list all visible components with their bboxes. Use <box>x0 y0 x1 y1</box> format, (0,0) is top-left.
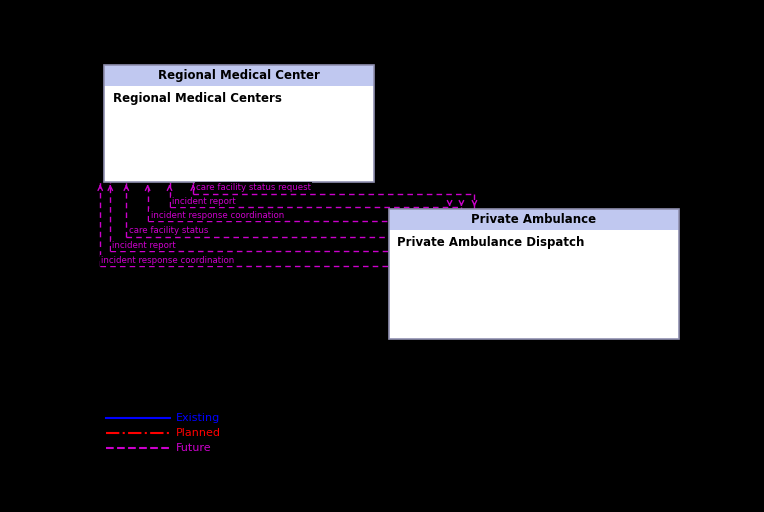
Text: incident response coordination: incident response coordination <box>151 210 283 220</box>
Text: Private Ambulance Dispatch: Private Ambulance Dispatch <box>397 236 585 249</box>
Bar <box>389 230 678 339</box>
Text: Regional Medical Centers: Regional Medical Centers <box>113 92 282 105</box>
Text: incident report: incident report <box>112 241 176 250</box>
Bar <box>389 209 678 339</box>
Text: care facility status: care facility status <box>128 226 208 236</box>
Text: care facility status request: care facility status request <box>196 183 311 192</box>
Text: incident report: incident report <box>173 197 236 206</box>
Text: Private Ambulance: Private Ambulance <box>471 213 596 226</box>
Bar <box>105 66 374 182</box>
Text: Existing: Existing <box>176 413 220 423</box>
Bar <box>105 86 374 182</box>
Bar <box>105 66 374 86</box>
Bar <box>389 209 678 230</box>
Text: Regional Medical Center: Regional Medical Center <box>158 69 320 82</box>
Text: incident response coordination: incident response coordination <box>102 256 235 265</box>
Text: Planned: Planned <box>176 428 221 438</box>
Text: Future: Future <box>176 443 211 453</box>
